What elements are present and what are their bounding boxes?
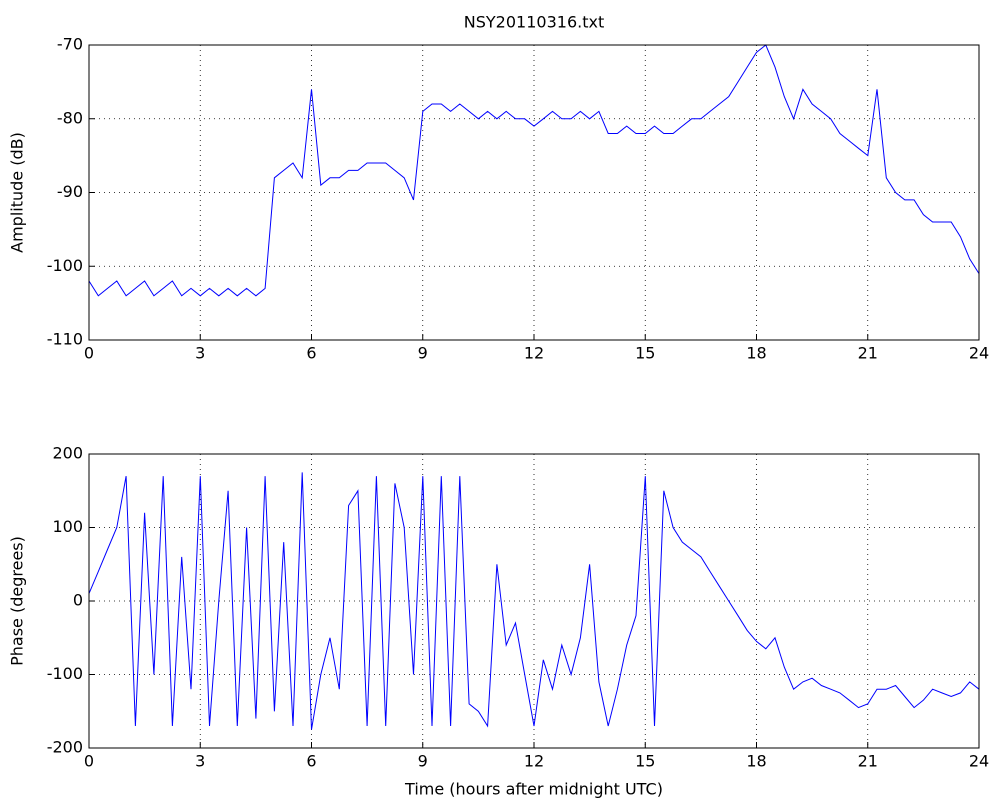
y-tick-label: -80 <box>57 108 83 127</box>
x-tick-label: 21 <box>858 344 878 363</box>
y-tick-label: -70 <box>57 35 83 54</box>
y-tick-label: 0 <box>73 591 83 610</box>
x-tick-label: 15 <box>635 752 655 771</box>
y-tick-label: 200 <box>52 444 83 463</box>
x-tick-label: 6 <box>306 752 316 771</box>
y-tick-label: 100 <box>52 517 83 536</box>
y-tick-label: -100 <box>47 256 83 275</box>
x-tick-label: 3 <box>195 344 205 363</box>
x-tick-label: 9 <box>418 344 428 363</box>
x-tick-label: 21 <box>858 752 878 771</box>
x-tick-label: 0 <box>84 344 94 363</box>
x-tick-label: 0 <box>84 752 94 771</box>
x-tick-label: 18 <box>746 344 766 363</box>
plot-frame <box>88 453 980 749</box>
plot-frame <box>88 44 980 341</box>
x-tick-label: 15 <box>635 344 655 363</box>
y-axis-label: Phase (degrees) <box>8 536 27 666</box>
x-tick-label: 6 <box>306 344 316 363</box>
y-tick-label: -90 <box>57 182 83 201</box>
y-tick-label: -110 <box>47 330 83 349</box>
chart-title: NSY20110316.txt <box>464 13 604 32</box>
data-line <box>88 472 980 730</box>
x-tick-label: 12 <box>524 344 544 363</box>
x-tick-label: 12 <box>524 752 544 771</box>
x-tick-label: 9 <box>418 752 428 771</box>
y-tick-label: -200 <box>47 738 83 757</box>
x-tick-label: 24 <box>969 752 989 771</box>
x-tick-label: 24 <box>969 344 989 363</box>
data-line <box>88 44 980 297</box>
x-tick-label: 18 <box>746 752 766 771</box>
x-tick-label: 3 <box>195 752 205 771</box>
y-tick-label: -100 <box>47 664 83 683</box>
x-axis-label: Time (hours after midnight UTC) <box>404 780 663 799</box>
y-axis-label: Amplitude (dB) <box>8 132 27 253</box>
